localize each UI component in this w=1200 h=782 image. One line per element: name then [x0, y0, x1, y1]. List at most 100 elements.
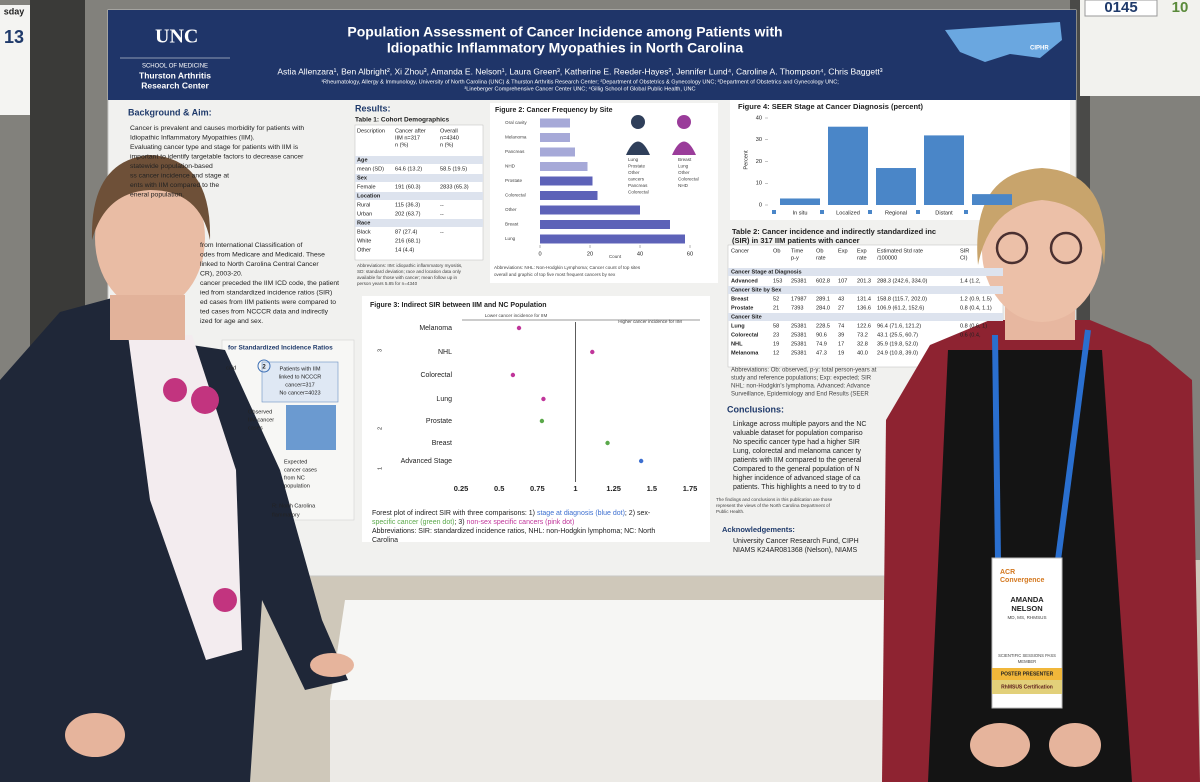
- poster-title: Population Assessment of Cancer Incidenc…: [347, 24, 782, 40]
- bar: [828, 126, 868, 205]
- disclaimer: represent the views of the North Carolin…: [716, 503, 831, 508]
- figure-caption: Abbreviations: NHL: Non-Hodgkin Lymphoma…: [494, 265, 641, 270]
- background-text: eneral population.: [130, 191, 184, 198]
- flow-text: cases: [248, 425, 263, 431]
- table-cell: 201.3: [857, 278, 871, 284]
- table-cell: 153: [773, 278, 782, 284]
- male-icon: [631, 115, 645, 129]
- person-hand: [970, 723, 1030, 767]
- table-section-row: [728, 313, 1003, 321]
- table-cell: --: [440, 229, 444, 235]
- table-cell: 17987: [791, 296, 807, 302]
- table-cell: 74.9: [816, 341, 827, 347]
- table-header: /100000: [877, 255, 897, 261]
- table-header: p-y: [791, 255, 799, 261]
- table-cell: 19: [773, 341, 779, 347]
- badge-pass: MEMBER: [1018, 659, 1036, 664]
- section-heading: Results:: [355, 103, 391, 113]
- background-text: statewide population-based: [130, 163, 213, 170]
- flow-heading: for Standardized Incidence Ratios: [228, 345, 333, 352]
- table-cell: Age: [357, 157, 368, 163]
- table-cell: 21: [773, 305, 779, 311]
- bar-label: Colorectal: [505, 193, 526, 198]
- x-tick-label: 1.25: [606, 484, 621, 493]
- methods-text: ted cases from NCCCR data and indirectly: [200, 308, 329, 315]
- bar-label: NHD: [505, 164, 516, 169]
- booth-number: [1084, 0, 1158, 17]
- figure-panel: [362, 296, 710, 542]
- table-cell: 35.9 (19.8, 52.0): [877, 341, 918, 347]
- step-circle: [257, 359, 271, 373]
- legend-swatch: [772, 210, 776, 214]
- table-header: rate: [857, 255, 867, 261]
- legend-list: Prostate: [628, 164, 646, 169]
- figure-caption: specific cancer (green dot); 3) non-sex …: [372, 519, 574, 526]
- x-tick-label: 0: [538, 251, 541, 257]
- y-tick-label: 40: [756, 115, 762, 121]
- table-cell: Colorectal: [731, 332, 759, 338]
- table-header: Exp: [857, 248, 867, 254]
- table-cell: Cancer Site by Sex: [731, 287, 782, 293]
- figure-caption: Carolina: [372, 537, 398, 544]
- table-header: Cancer: [731, 248, 749, 254]
- caption-part: Forest plot of indirect SIR with three c…: [372, 510, 537, 517]
- flow-text: cancer=317: [285, 382, 314, 388]
- table-cell: 25381: [791, 278, 807, 284]
- table-cell: 1.2 (0.9, 1.5): [960, 296, 992, 302]
- table-section-row: [355, 192, 483, 200]
- legend-list: Breast: [678, 157, 692, 162]
- booth-number: 13: [4, 27, 24, 47]
- legend-list: Other: [628, 170, 640, 175]
- table-cell: Location: [357, 193, 381, 199]
- legend-swatch: [964, 210, 968, 214]
- table-header: Time: [791, 248, 803, 254]
- y-tick-label: 0: [759, 202, 762, 208]
- legend-list: Colorectal: [628, 190, 649, 195]
- bar-label: Prostate: [505, 178, 523, 183]
- school: SCHOOL OF MEDICINE: [142, 64, 208, 70]
- table-header: Estimated Std rate: [877, 248, 923, 254]
- legend-list: cancers: [628, 177, 645, 182]
- table-note: study and reference populations; Exp: ex…: [731, 376, 872, 382]
- table-cell: 25381: [791, 332, 807, 338]
- table-section-row: [355, 219, 483, 227]
- y-tick-label: Melanoma: [419, 325, 452, 332]
- cipher-logo: CIPHR: [1030, 46, 1049, 52]
- y-tick-label: Lung: [436, 396, 452, 403]
- table-header: SIR: [960, 248, 969, 254]
- table-cell: 284.0: [816, 305, 830, 311]
- table-cell: 288.3 (242.6, 334.0): [877, 278, 928, 284]
- point: [516, 325, 522, 331]
- table-cell: 0.8 (0.6, 1): [960, 323, 987, 329]
- caption-part: stage at diagnosis (blue dot): [537, 510, 625, 517]
- conclusion-text: patients with IIM compared to the genera…: [733, 457, 862, 464]
- table-cell: 106.9 (61.2, 152.6): [877, 305, 924, 311]
- table-cell: 14 (4.4): [395, 247, 414, 253]
- legend-list: Colorectal: [678, 177, 699, 182]
- authors: Astia Allenzara¹, Ben Albright², Xi Zhou…: [277, 66, 882, 76]
- affiliations: ¹Rheumatology, Allergy & Immunology, Uni…: [321, 79, 839, 85]
- table-cell: --: [440, 211, 444, 217]
- table-note: person years 5.85 for n=4340: [357, 281, 418, 286]
- female-icon: [672, 141, 696, 155]
- y-tick-label: Breast: [432, 440, 452, 447]
- glasses: [995, 231, 1029, 265]
- table-header: Ob: [816, 248, 823, 254]
- background-text: ss cancer incidence and stage at: [130, 172, 229, 179]
- badge-pass: SCIENTIFIC SESSIONS PASS: [998, 653, 1056, 658]
- x-tick-label: 0.25: [454, 484, 469, 493]
- table-title: (SIR) in 317 IIM patients with cancer: [732, 236, 860, 245]
- figure-caption: overall and graphic of top five most fre…: [494, 272, 616, 277]
- table-note: NHL: non-Hodgkin's lymphoma. Advanced: A…: [731, 384, 871, 390]
- axis-label: Count: [609, 254, 622, 259]
- table-cell: 136.6: [857, 305, 871, 311]
- badge-brand: Convergence: [1000, 577, 1044, 584]
- table-section-row: [355, 156, 483, 164]
- table-cell: Lung: [731, 323, 745, 329]
- badge-band: [992, 680, 1062, 694]
- table-cell: Black: [357, 229, 371, 235]
- methods-text: from International Classification of: [200, 242, 302, 249]
- table-cell: Cancer Site: [731, 314, 762, 320]
- table-cell: Other: [357, 247, 371, 253]
- table-title: Table 1: Cohort Demographics: [355, 117, 450, 124]
